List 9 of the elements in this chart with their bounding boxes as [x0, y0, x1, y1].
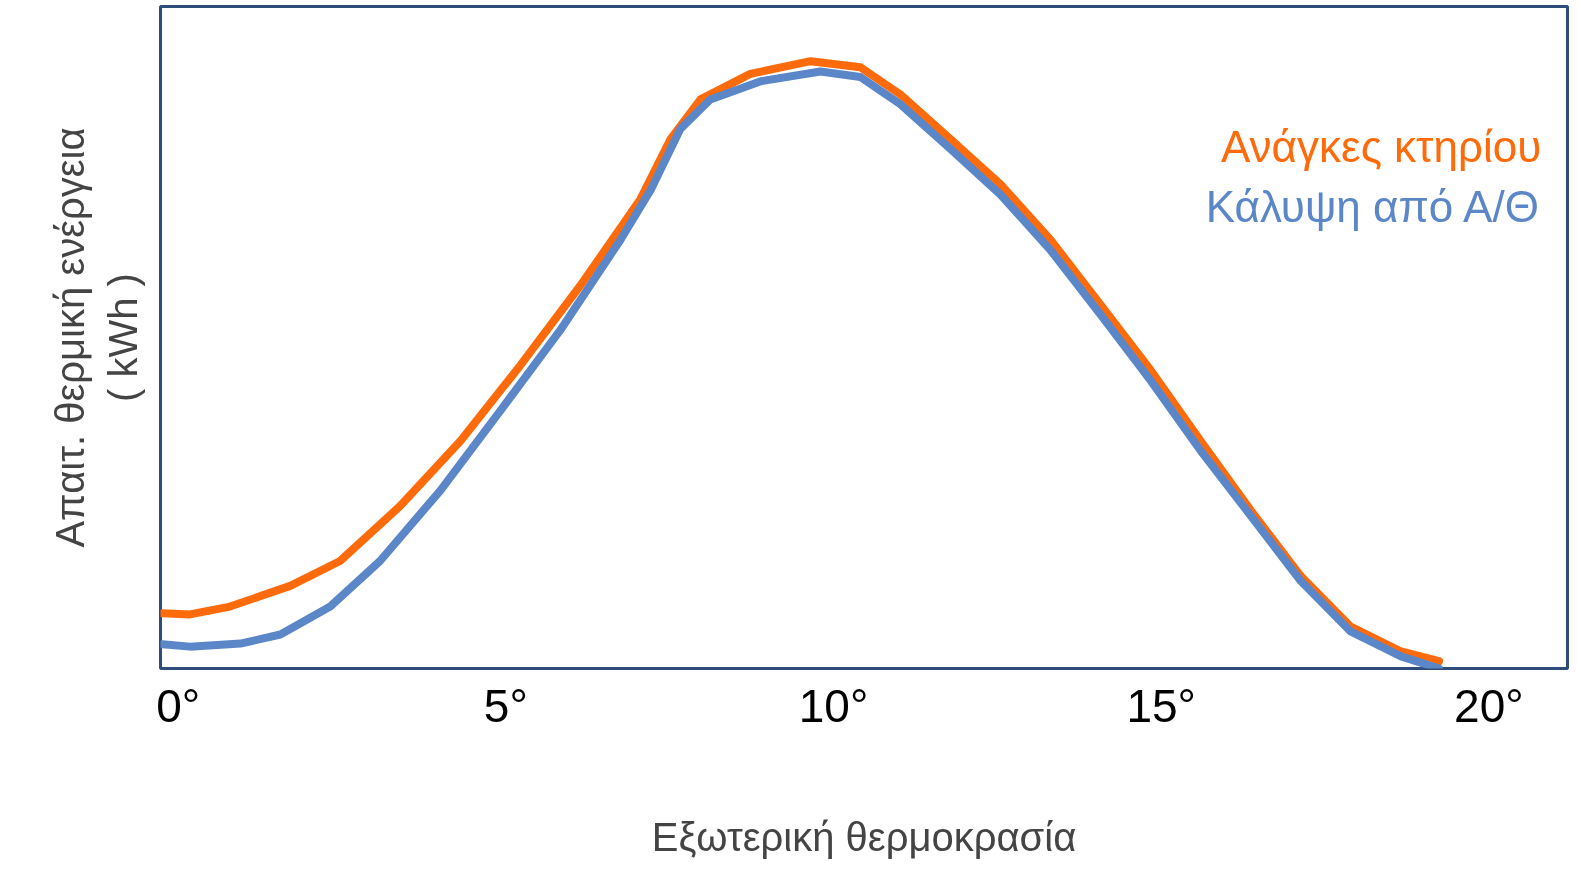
text: Ανάγκες κτηρίου [1221, 121, 1542, 171]
x-axis-title: Εξωτερική θερμοκρασία [651, 814, 1077, 859]
y-axis-title: Απαιτ. θερμική ενέργεια ( kWh ) [47, 127, 145, 548]
x-tick-label: 5° [483, 679, 528, 732]
x-tick-label: 10° [798, 679, 869, 732]
text: Κάλυψη από Α/Θ [1205, 182, 1539, 232]
x-tick-label: 15° [1126, 679, 1196, 732]
x-tick-label: 20° [1454, 679, 1524, 732]
x-tick-label: 0° [156, 679, 201, 732]
